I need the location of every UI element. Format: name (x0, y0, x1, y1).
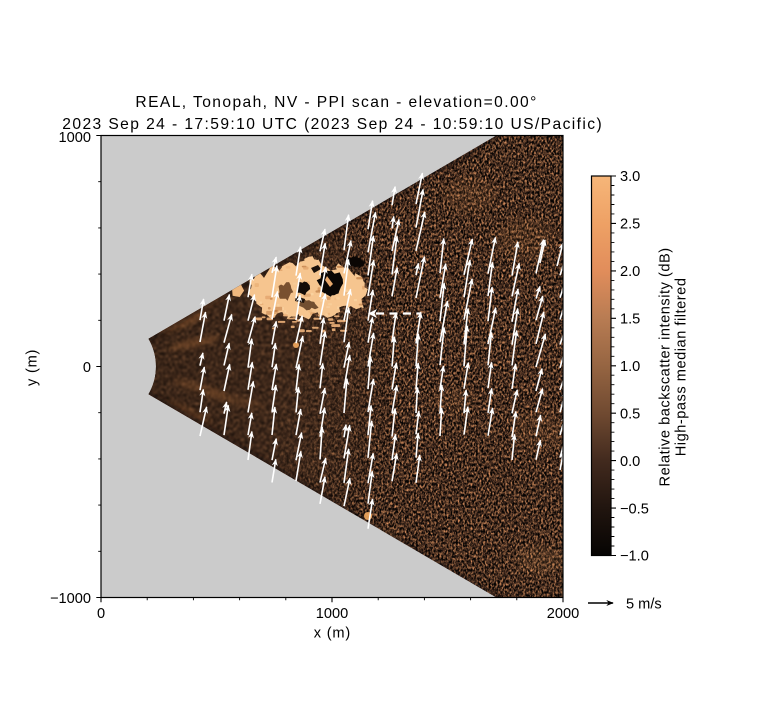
svg-text:y (m): y (m) (24, 349, 40, 386)
svg-text:0: 0 (97, 606, 105, 622)
svg-text:2023 Sep 24 - 17:59:10 UTC (20: 2023 Sep 24 - 17:59:10 UTC (2023 Sep 24 … (62, 116, 603, 133)
svg-text:−1000: −1000 (50, 591, 91, 607)
svg-text:0.5: 0.5 (620, 406, 640, 422)
svg-text:x (m): x (m) (314, 626, 351, 642)
svg-text:1000: 1000 (59, 130, 91, 146)
svg-text:1.0: 1.0 (620, 359, 640, 375)
svg-text:3.0: 3.0 (620, 169, 640, 185)
svg-text:2000: 2000 (547, 606, 579, 622)
svg-text:5 m/s: 5 m/s (626, 596, 662, 612)
svg-text:2.0: 2.0 (620, 264, 640, 280)
svg-text:High-pass median filtered: High-pass median filtered (674, 278, 690, 457)
svg-text:−0.5: −0.5 (620, 501, 649, 517)
svg-text:2.5: 2.5 (620, 217, 640, 233)
svg-text:Relative backscatter intensity: Relative backscatter intensity (dB) (658, 247, 674, 486)
svg-text:0.0: 0.0 (620, 454, 640, 470)
svg-text:0: 0 (83, 360, 91, 376)
svg-text:1.5: 1.5 (620, 312, 640, 328)
svg-text:REAL, Tonopah, NV - PPI scan -: REAL, Tonopah, NV - PPI scan - elevation… (135, 94, 537, 111)
svg-text:1000: 1000 (316, 606, 348, 622)
svg-text:−1.0: −1.0 (620, 549, 649, 565)
